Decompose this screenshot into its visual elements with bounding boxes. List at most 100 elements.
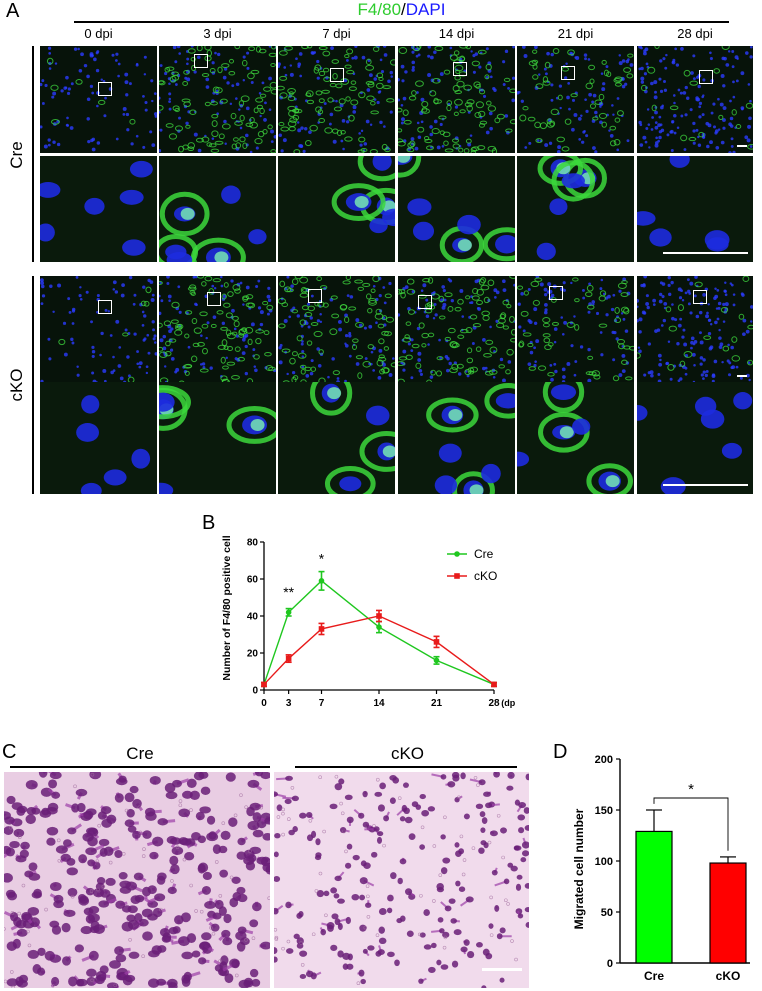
zoom-region-box bbox=[207, 292, 221, 306]
zoom-image-cre-2 bbox=[278, 156, 395, 262]
y-tick-label: 150 bbox=[595, 805, 613, 817]
panel-a-letter: A bbox=[6, 0, 20, 22]
y-tick-label: 20 bbox=[247, 649, 259, 660]
zoom-region-box bbox=[693, 290, 707, 304]
y-tick-label: 60 bbox=[247, 575, 259, 586]
title-dapi: DAPI bbox=[405, 0, 446, 19]
legend-marker bbox=[454, 573, 460, 579]
bar-Cre bbox=[635, 830, 673, 964]
bar-chart: 0 50 100 150 200 Migrated cell number Cre cKO * bbox=[572, 754, 750, 983]
data-point bbox=[433, 657, 440, 664]
micrograph-cre-4 bbox=[517, 46, 634, 153]
panel-b-letter: B bbox=[202, 512, 216, 534]
data-point bbox=[491, 681, 497, 688]
x-tick-label: cKO bbox=[716, 969, 741, 983]
zoom-image-cre-4 bbox=[517, 156, 634, 262]
panel-d-letter: D bbox=[553, 741, 568, 763]
y-tick-label: 50 bbox=[601, 907, 613, 919]
legend-label: Cre bbox=[474, 547, 494, 561]
micrograph-cko-2 bbox=[278, 276, 395, 383]
data-point bbox=[318, 626, 325, 632]
significance-bracket bbox=[653, 797, 729, 851]
micrograph-cko-5 bbox=[637, 276, 753, 383]
row-label-cre: Cre bbox=[7, 141, 26, 169]
cko-row-bracket bbox=[32, 276, 34, 494]
zoom-image-cre-3 bbox=[398, 156, 515, 262]
series-line-Cre bbox=[263, 579, 495, 686]
x-axis-label: (dpi) bbox=[501, 698, 515, 708]
zoom-region-box bbox=[308, 289, 322, 303]
column-label-1: 3 dpi bbox=[203, 26, 232, 41]
micrograph-cre-2 bbox=[278, 46, 395, 153]
column-label-5: 28 dpi bbox=[677, 26, 713, 41]
zoom-image-cre-5 bbox=[637, 156, 753, 262]
x-tick-label: 14 bbox=[373, 698, 385, 709]
title-f480: F4/80 bbox=[357, 0, 402, 19]
zoom-region-box bbox=[699, 70, 713, 84]
column-label-0: 0 dpi bbox=[84, 26, 113, 41]
data-point bbox=[285, 655, 292, 662]
y-tick-label: 200 bbox=[595, 754, 613, 766]
zoom-image-cko-4 bbox=[517, 382, 634, 494]
zoom-image-cko-5 bbox=[637, 382, 753, 494]
data-point bbox=[261, 681, 267, 688]
zoom-region-box bbox=[98, 300, 112, 314]
y-tick-label: 80 bbox=[247, 538, 259, 549]
micrograph-cko-0 bbox=[40, 276, 157, 383]
panel-c-label-cre: Cre bbox=[126, 744, 154, 763]
column-label-2: 7 dpi bbox=[322, 26, 351, 41]
y-tick-label: 0 bbox=[252, 686, 258, 697]
column-label-4: 21 dpi bbox=[557, 26, 594, 41]
scale-bar bbox=[737, 145, 747, 147]
column-label-3: 14 dpi bbox=[438, 26, 475, 41]
micrograph-cko-1 bbox=[159, 276, 276, 383]
data-point bbox=[318, 578, 325, 584]
scale-bar bbox=[663, 252, 748, 254]
panel-c-label-cko: cKO bbox=[390, 744, 425, 763]
zoom-image-cre-0 bbox=[40, 156, 157, 262]
micrograph-cre-5 bbox=[637, 46, 753, 153]
data-point bbox=[376, 624, 382, 630]
stain-image-cko bbox=[274, 772, 529, 988]
zoom-region-box bbox=[98, 82, 112, 96]
cre-row-bracket bbox=[32, 46, 34, 262]
data-point bbox=[376, 613, 382, 619]
micrograph-cre-0 bbox=[40, 46, 157, 153]
panel-a-title: F4/80/DAPI bbox=[74, 0, 729, 20]
x-tick-label: 0 bbox=[261, 698, 267, 709]
x-tick-label: 7 bbox=[319, 698, 325, 709]
zoom-image-cko-0 bbox=[40, 382, 157, 494]
y-tick-label: 40 bbox=[247, 612, 259, 623]
zoom-region-box bbox=[418, 295, 432, 309]
zoom-region-box bbox=[549, 286, 563, 300]
y-tick-label: 0 bbox=[607, 958, 613, 970]
micrograph-cko-4 bbox=[517, 276, 634, 383]
zoom-region-box bbox=[194, 54, 208, 68]
zoom-image-cre-1 bbox=[159, 156, 276, 262]
bar-cKO bbox=[709, 862, 747, 964]
zoom-region-box bbox=[453, 62, 467, 76]
data-point bbox=[285, 609, 292, 616]
legend-marker bbox=[454, 551, 460, 557]
panel-c-letter: C bbox=[2, 741, 17, 763]
stain-scale-bar bbox=[482, 968, 522, 971]
x-tick-label: 3 bbox=[286, 698, 292, 709]
y-tick-label: 100 bbox=[595, 856, 613, 868]
y-axis-label: Number of F4/80 positive cell bbox=[221, 535, 233, 680]
zoom-image-cko-3 bbox=[398, 382, 515, 494]
stain-image-cre bbox=[4, 772, 270, 988]
significance-mark: * bbox=[319, 551, 325, 567]
zoom-image-cko-1 bbox=[159, 382, 276, 494]
data-point bbox=[433, 639, 440, 645]
series-line-cKO bbox=[263, 615, 495, 686]
significance-mark: * bbox=[688, 781, 694, 798]
scale-bar bbox=[663, 484, 748, 486]
y-axis-label: Migrated cell number bbox=[572, 808, 586, 929]
line-chart: 0 20 40 60 80 0 3 7 14 21 28(dpi) Number of F4/80 p… bbox=[221, 535, 515, 709]
title-underline bbox=[74, 21, 729, 23]
zoom-image-cko-2 bbox=[278, 382, 395, 494]
micrograph-cre-3 bbox=[398, 46, 515, 153]
x-tick-label: 21 bbox=[431, 698, 443, 709]
panel-c-underline-cko bbox=[295, 766, 517, 768]
x-tick-label: Cre bbox=[644, 969, 664, 983]
